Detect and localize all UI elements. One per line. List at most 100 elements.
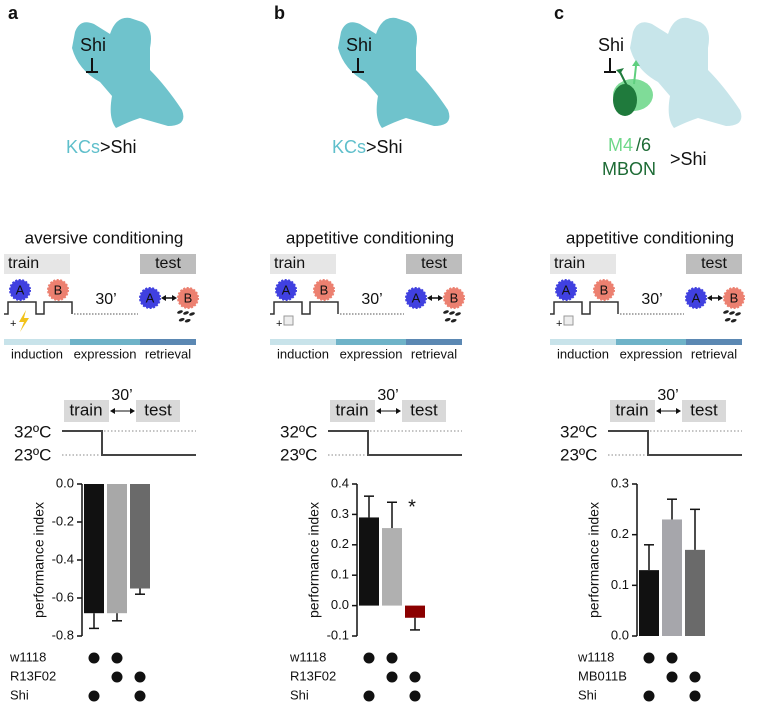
odor-label: B (730, 290, 739, 305)
bar (130, 484, 150, 589)
phase-label: induction (11, 346, 63, 361)
phase-label: induction (277, 346, 329, 361)
y-tick-label: 0.2 (331, 536, 349, 551)
y-axis-label: performance index (31, 502, 47, 618)
phase-label: expression (340, 346, 403, 361)
genotype-label: Shi (10, 687, 29, 702)
y-tick-label: -0.4 (52, 551, 74, 566)
conditioning-title: appetitive conditioning (286, 228, 454, 247)
arrowhead (110, 408, 135, 414)
shi-label: Shi (598, 35, 624, 55)
temp-test: test (144, 400, 172, 419)
odor-label: B (450, 290, 459, 305)
phase-bar (550, 339, 616, 345)
test-label: test (155, 255, 181, 272)
phase-bar (406, 339, 462, 345)
fly (178, 317, 185, 322)
phase-bar (686, 339, 742, 345)
temp-test-box (136, 400, 180, 422)
temp-delay: 30’ (657, 387, 678, 404)
train-label: train (554, 255, 585, 272)
fly (449, 311, 455, 315)
arrowhead (427, 295, 443, 301)
train-box (4, 254, 70, 274)
genotype-label: w1118 (577, 649, 614, 664)
genotype-label: Shi (578, 687, 597, 702)
arrowhead (616, 68, 624, 74)
y-tick-label: -0.1 (327, 627, 349, 642)
phase-bar (270, 339, 336, 345)
genotype-dot (134, 671, 146, 683)
temp-low: 23ºC (14, 445, 51, 464)
genotype-dot (689, 690, 701, 702)
test-box (686, 254, 742, 274)
fly (444, 317, 451, 322)
temp-high: 32ºC (560, 422, 597, 441)
temp-train-box (610, 400, 655, 422)
odor (139, 287, 161, 309)
genotype-dot (386, 671, 398, 683)
bar (662, 519, 682, 636)
y-axis-label: performance index (586, 502, 602, 618)
odor (313, 279, 335, 301)
temp-high: 32ºC (280, 422, 317, 441)
odor-label: A (562, 282, 571, 297)
odor (593, 279, 615, 301)
temp-train-box (64, 400, 109, 422)
y-tick-label: -0.6 (52, 589, 74, 604)
driver-part: KCs (332, 137, 366, 157)
phase-label: retrieval (145, 346, 191, 361)
phase-bar (140, 339, 196, 345)
delay-label: 30’ (361, 291, 382, 308)
mbon-m4 (613, 84, 637, 116)
shock-icon (19, 310, 29, 332)
temp-test: test (410, 400, 438, 419)
genotype-dot (88, 652, 100, 664)
reinforcer-sign: + (556, 318, 562, 330)
fly (730, 318, 737, 323)
conditioning-title: aversive conditioning (25, 228, 184, 247)
conditioning-title: appetitive conditioning (566, 228, 734, 247)
arrowhead (656, 408, 681, 414)
odor-trace (270, 301, 339, 315)
phase-bar (336, 339, 406, 345)
y-tick-label: 0.1 (331, 567, 349, 582)
arrowhead (161, 295, 177, 301)
driver-part: >Shi (100, 137, 137, 157)
y-axis-label: performance index (306, 502, 322, 618)
fly (177, 310, 183, 314)
driver-part: >Shi (670, 149, 707, 169)
temp-train: train (69, 400, 102, 419)
bar (685, 549, 705, 636)
bar (405, 605, 425, 618)
odor-label: A (692, 290, 701, 305)
odor-trace (550, 301, 619, 315)
brain-shape (72, 17, 184, 128)
driver-label: KCs>Shi (332, 137, 403, 157)
odor-label: B (184, 290, 193, 305)
fly (455, 312, 461, 316)
train-label: train (8, 255, 39, 272)
genotype-dot (409, 671, 421, 683)
odor-label: B (600, 282, 609, 297)
phase-label: retrieval (691, 346, 737, 361)
bar (639, 570, 659, 636)
panel-label: a (8, 3, 19, 23)
odor (47, 279, 69, 301)
genotype-dot (689, 671, 701, 683)
y-tick-label: 0.3 (611, 475, 629, 490)
arrow (633, 65, 637, 85)
temp-train: train (335, 400, 368, 419)
driver-part: M4 (608, 135, 633, 155)
y-tick-label: 0.4 (331, 475, 349, 490)
odor (405, 287, 427, 309)
sugar-icon (563, 315, 574, 326)
y-tick-label: -0.8 (52, 627, 74, 642)
y-tick-label: 0.3 (331, 506, 349, 521)
odor-label: A (282, 282, 291, 297)
arrow (619, 71, 629, 89)
brain-diagram (613, 17, 742, 128)
arrowhead (632, 60, 640, 66)
test-label: test (421, 255, 447, 272)
arrowhead (376, 408, 401, 414)
